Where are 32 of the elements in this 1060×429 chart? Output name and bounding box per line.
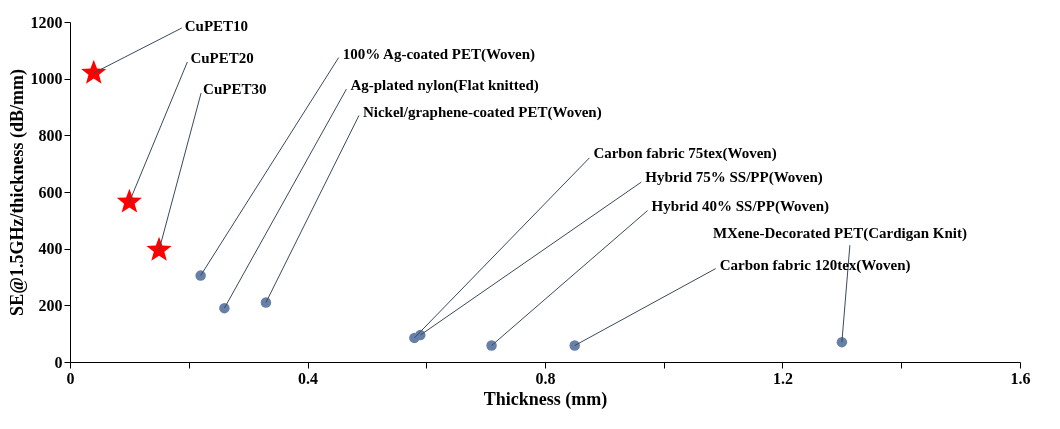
point — [569, 340, 580, 351]
y-tick-label: 1000 — [30, 70, 63, 88]
x-tick-label: 0.4 — [298, 369, 318, 387]
y-tick-label: 600 — [38, 183, 63, 201]
y-tick-label: 0 — [54, 353, 63, 371]
point — [116, 188, 142, 213]
annotation: 100% Ag-coated PET(Woven) — [342, 45, 536, 63]
point — [81, 59, 107, 84]
y-tick-label: 1200 — [30, 13, 63, 31]
annotation: Carbon fabric 120tex(Woven) — [719, 256, 911, 274]
x-tick-label: 1.2 — [773, 369, 793, 387]
y-tick-label: 800 — [38, 126, 63, 144]
x-tick-label: 0.8 — [535, 369, 556, 387]
y-tick-label: 200 — [38, 296, 63, 314]
x-tick-label: 1.6 — [1010, 369, 1031, 387]
annotation: CuPET30 — [203, 81, 267, 98]
y-tick-label: 400 — [38, 240, 63, 258]
annotation: Nickel/graphene-coated PET(Woven) — [362, 103, 602, 121]
annotation: CuPET10 — [184, 18, 249, 34]
x-tick-label: 0 — [66, 369, 75, 387]
annotation: Hybrid 75% SS/PP(Woven) — [645, 169, 823, 187]
annotation: Hybrid 40% SS/PP(Woven) — [651, 197, 830, 215]
annotation: CuPET20 — [190, 49, 254, 66]
y-axis-title: SE@1.5GHz/thickness (dB/mm) — [6, 69, 28, 316]
annotation: Ag-plated nylon(Flat knitted) — [350, 77, 539, 95]
x-axis-title: Thickness (mm) — [483, 388, 608, 410]
point — [146, 236, 172, 261]
annotation: Carbon fabric 75tex(Woven) — [593, 144, 777, 162]
annotation: MXene-Decorated PET(Cardigan Knit) — [712, 225, 967, 243]
point — [195, 270, 206, 281]
point — [486, 340, 497, 351]
point — [219, 302, 230, 314]
